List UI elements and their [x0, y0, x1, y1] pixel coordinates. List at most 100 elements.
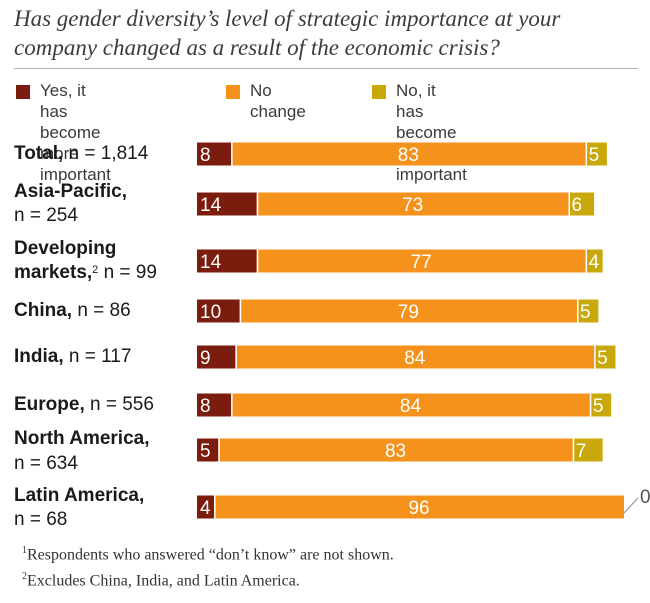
bar-segment-yes	[197, 142, 232, 166]
data-label-yes: 5	[200, 441, 211, 462]
legend-swatch-no-change	[226, 85, 240, 99]
row-label-developing-n: markets,2 n = 99	[14, 262, 157, 284]
bar-segment-no-change	[214, 495, 624, 519]
segment-separator	[589, 393, 592, 417]
bar-row: 14 73 6	[197, 192, 595, 216]
row-n: n = 117	[63, 346, 132, 367]
bar-segment-no	[585, 142, 607, 166]
data-label-no: 4	[589, 252, 600, 273]
row-label-india: India, n = 117	[14, 346, 131, 368]
segment-separator	[256, 192, 259, 216]
bar-segment-no-change	[235, 345, 595, 369]
bar-segment-no	[572, 438, 603, 462]
segment-separator	[256, 249, 259, 273]
bar-segment-yes	[197, 393, 232, 417]
bar-segment-no-change	[256, 192, 569, 216]
segment-separator	[235, 345, 237, 369]
segment-separator	[568, 192, 570, 216]
segment-separator	[585, 249, 588, 273]
bar-segment-yes	[197, 438, 219, 462]
bar-segment-no-change	[256, 249, 586, 273]
row-label-latin-america-n: n = 68	[14, 509, 67, 531]
bar-segment-no	[589, 393, 612, 417]
row-name: Asia-Pacific,	[14, 181, 127, 202]
row-n: n = 1,814	[63, 143, 149, 164]
bar-segment-yes	[197, 345, 236, 369]
data-label-no-change: 79	[398, 302, 419, 323]
row-n: n = 86	[72, 300, 131, 321]
bar-segment-yes	[197, 192, 257, 216]
row-label-europe: Europe, n = 556	[14, 394, 154, 416]
row-label-asia-pacific: Asia-Pacific,	[14, 181, 127, 203]
data-label-no: 5	[597, 348, 608, 369]
data-label-no-change: 77	[411, 252, 432, 273]
data-label-no: 5	[580, 302, 591, 323]
bar-row: 4 96 0	[197, 487, 650, 519]
bar-row: 9 84 5	[197, 345, 616, 369]
data-label-yes: 9	[200, 348, 211, 369]
data-label-no-change: 84	[400, 396, 422, 417]
legend-label-no-change: No change	[250, 81, 306, 121]
title-divider	[14, 68, 638, 69]
row-label-latin-america: Latin America,	[14, 485, 144, 507]
footnote-text: Excludes China, India, and Latin America…	[27, 572, 300, 590]
legend-label-yes: Yes, it has become more important	[40, 81, 111, 184]
segment-separator	[218, 438, 220, 462]
row-n: n = 634	[14, 453, 78, 474]
bar-segment-no-change	[231, 142, 586, 166]
segment-separator	[572, 438, 575, 462]
data-label-yes: 8	[200, 396, 211, 417]
footnote-ref: 2	[92, 264, 99, 276]
row-label-china: China, n = 86	[14, 300, 131, 322]
data-label-no-change: 83	[385, 441, 406, 462]
segment-separator	[231, 393, 233, 417]
legend-swatch-no	[372, 85, 386, 99]
row-label-north-america: North America,	[14, 428, 150, 450]
data-label-yes: 14	[200, 195, 222, 216]
chart-title: Has gender diversity’s level of strategi…	[14, 6, 561, 60]
data-label-yes: 14	[200, 252, 222, 273]
bar-segment-no	[594, 345, 616, 369]
data-label-no: 7	[576, 441, 587, 462]
row-name-2: markets,	[14, 262, 93, 283]
bar-segment-no	[568, 192, 595, 216]
bar-segment-no-change	[218, 438, 573, 462]
row-n: n = 254	[14, 205, 78, 226]
bar-row: 8 83 5	[197, 142, 607, 166]
row-n: n = 99	[98, 262, 157, 283]
footnote-2: 2Excludes China, India, and Latin Americ…	[22, 571, 300, 590]
bar-segment-no	[585, 249, 603, 273]
bar-segment-yes	[197, 249, 257, 273]
data-label-no-change: 84	[404, 348, 426, 369]
data-label-no: 5	[589, 145, 600, 166]
segment-separator	[577, 299, 579, 323]
segment-separator	[214, 495, 216, 519]
bar-segment-no	[577, 299, 599, 323]
bar-row: 5 83 7	[197, 438, 603, 462]
row-name: Developing	[14, 238, 117, 259]
row-n: n = 556	[84, 394, 154, 415]
label-leader-line	[623, 497, 639, 514]
bar-segment-no-change	[231, 393, 590, 417]
row-name: India,	[14, 346, 64, 367]
segment-separator	[239, 299, 242, 323]
footnote-mark: 1	[22, 545, 27, 556]
row-name: Latin America,	[14, 485, 145, 506]
row-name: Total,	[14, 143, 64, 164]
row-label-total: Total, n = 1,814	[14, 143, 148, 165]
data-label-no: 0	[640, 487, 650, 508]
row-name: Europe,	[14, 394, 85, 415]
data-label-yes: 10	[200, 302, 221, 323]
data-label-yes: 8	[200, 145, 211, 166]
data-label-yes: 4	[200, 498, 211, 519]
segment-separator	[585, 142, 588, 166]
row-label-developing: Developing	[14, 238, 116, 260]
data-label-no-change: 96	[408, 498, 429, 519]
bar-row: 10 79 5	[197, 299, 599, 323]
bar-segment-yes	[197, 495, 215, 519]
footnote-1: 1Respondents who answered “don’t know” a…	[22, 545, 394, 564]
data-label-no-change: 73	[402, 195, 423, 216]
bar-segment-no-change	[239, 299, 578, 323]
data-label-no: 6	[571, 195, 582, 216]
